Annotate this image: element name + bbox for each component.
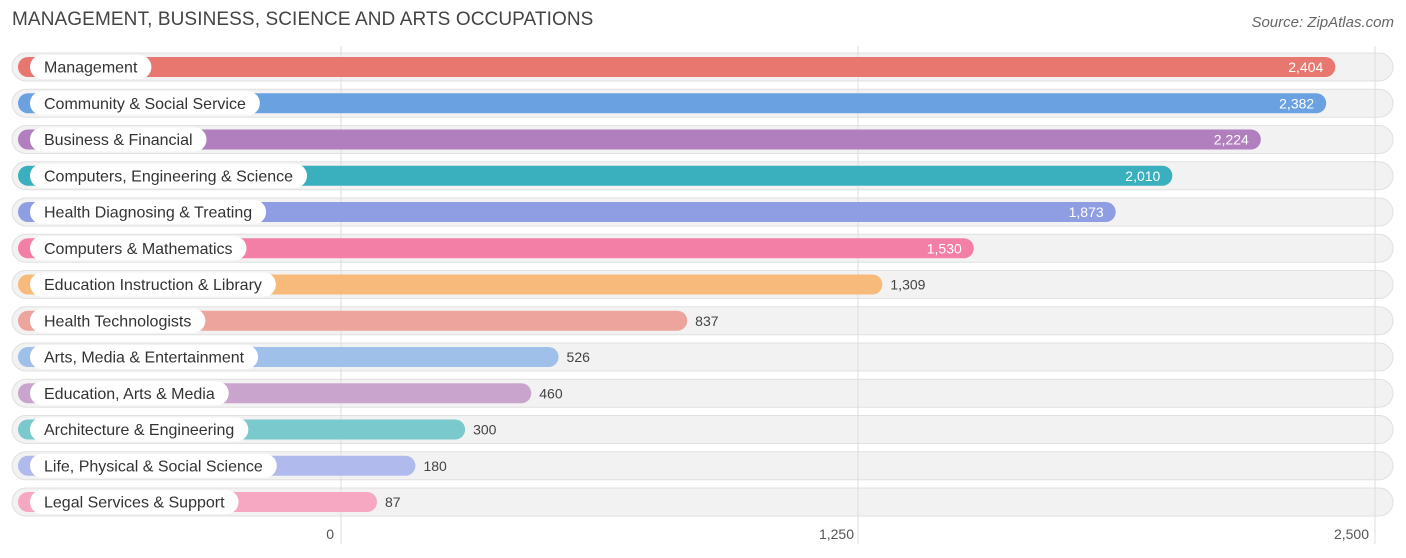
category-label: Life, Physical & Social Science: [44, 458, 263, 475]
bar: [18, 165, 1173, 186]
x-tick-label: 0: [326, 526, 334, 542]
category-label: Health Technologists: [44, 313, 191, 330]
category-label-pill: [30, 91, 260, 116]
value-label: 2,404: [1288, 59, 1323, 75]
value-label: 2,382: [1279, 95, 1314, 111]
category-label: Education Instruction & Library: [44, 277, 262, 294]
value-label: 1,873: [1069, 204, 1104, 220]
category-label-pill: [30, 236, 247, 261]
category-label: Arts, Media & Entertainment: [44, 350, 245, 367]
category-label-pill: [30, 272, 276, 297]
category-label: Computers, Engineering & Science: [44, 168, 293, 185]
category-label-pill: [30, 308, 206, 333]
bar: [18, 202, 1116, 222]
category-label: Education, Arts & Media: [44, 386, 215, 403]
category-label-pill: [30, 55, 152, 79]
category-label-pill: [30, 345, 259, 369]
category-label-pill: [30, 490, 239, 514]
value-label: 1,309: [890, 277, 925, 293]
category-label: Management: [44, 60, 138, 77]
value-label: 2,010: [1125, 168, 1160, 184]
category-label-pill: [30, 417, 249, 442]
category-label: Legal Services & Support: [44, 495, 225, 512]
category-label: Community & Social Service: [44, 96, 246, 113]
value-label: 87: [385, 494, 401, 510]
category-label: Architecture & Engineering: [44, 422, 234, 439]
category-label: Business & Financial: [44, 132, 193, 149]
value-label: 300: [473, 422, 497, 438]
category-label-pill: [30, 163, 308, 188]
chart-title: MANAGEMENT, BUSINESS, SCIENCE AND ARTS O…: [12, 9, 594, 30]
x-tick-label: 1,250: [819, 526, 854, 542]
value-label: 837: [695, 313, 719, 329]
value-label: 526: [567, 349, 591, 365]
category-label-pill: [30, 200, 267, 224]
category-label-pill: [30, 127, 207, 152]
category-label-pill: [30, 381, 229, 406]
bar: [18, 129, 1261, 150]
bar: [18, 57, 1336, 77]
value-label: 2,224: [1214, 132, 1249, 148]
bar: [18, 93, 1327, 114]
category-label-pill: [30, 453, 277, 478]
value-label: 180: [423, 458, 447, 474]
bar: [18, 238, 974, 259]
x-tick-label: 2,500: [1334, 526, 1369, 542]
source-note: Source: ZipAtlas.com: [1251, 14, 1394, 31]
category-label: Health Diagnosing & Treating: [44, 205, 252, 222]
category-label: Computers & Mathematics: [44, 241, 233, 258]
value-label: 460: [539, 385, 563, 401]
value-label: 1,530: [927, 240, 962, 256]
